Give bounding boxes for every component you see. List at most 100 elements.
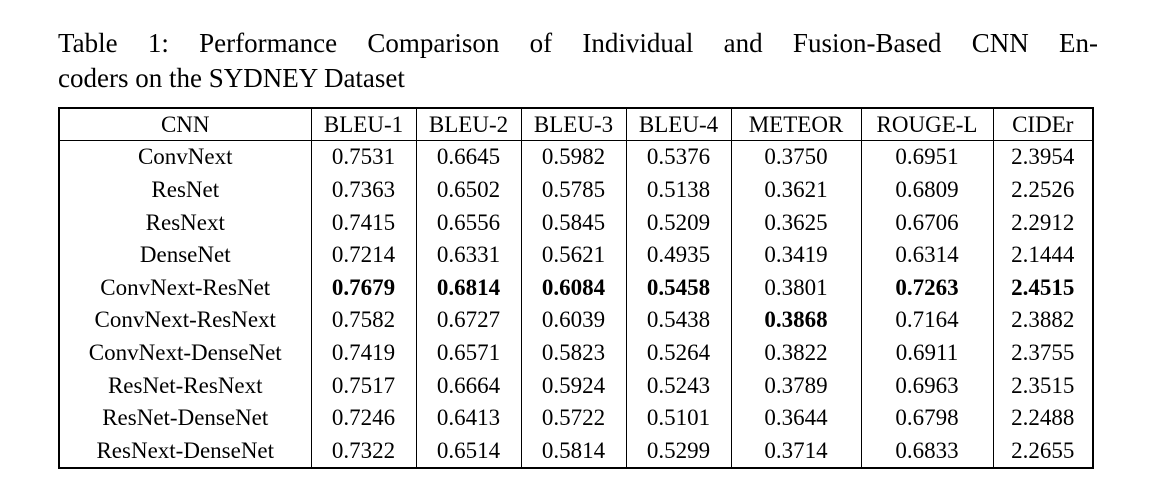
metric-cell: 0.5299 [625, 434, 732, 469]
metric-cell: 2.3515 [992, 369, 1094, 402]
row-label: ConvNext-DenseNet [58, 336, 312, 370]
table-row: ResNext 0.7415 0.6556 0.5845 0.5209 0.3625 0.6… [58, 206, 1094, 239]
column-header: CNN [58, 108, 312, 141]
table-row: ResNet-ResNext 0.7517 0.6664 0.5924 0.5243 0.… [58, 369, 1094, 402]
paper-page: Table 1: Performance Comparison of Indiv… [58, 26, 1098, 470]
metric-cell: 0.3644 [730, 401, 862, 435]
metric-cell: 0.5376 [625, 140, 732, 174]
metric-cell: 0.7322 [310, 434, 417, 469]
row-label: DenseNet [58, 238, 312, 272]
metric-cell: 0.7415 [310, 206, 417, 239]
metric-cell: 0.5845 [520, 206, 627, 239]
metric-cell: 0.3419 [730, 238, 862, 272]
column-header: BLEU-2 [415, 108, 522, 141]
table-row: ResNet 0.7363 0.6502 0.5785 0.5138 0.3621 0.68… [58, 173, 1094, 207]
table-caption: Table 1: Performance Comparison of Indiv… [58, 26, 1098, 95]
column-header: BLEU-1 [310, 108, 417, 141]
metric-cell: 0.5101 [625, 401, 732, 435]
metric-cell: 0.5785 [520, 173, 627, 207]
metric-cell: 0.7246 [310, 401, 417, 435]
metric-cell: 0.5814 [520, 434, 627, 469]
metric-cell: 0.6331 [415, 238, 522, 272]
metric-cell: 0.3868 [730, 304, 862, 337]
metric-cell: 0.7679 [310, 271, 417, 305]
metric-cell: 0.6514 [415, 434, 522, 469]
metric-cell: 0.4935 [625, 238, 732, 272]
caption-line-1: Table 1: Performance Comparison of Indiv… [58, 28, 1098, 58]
table-row: ConvNext-DenseNet 0.7419 0.6571 0.5823 0.526… [58, 336, 1094, 370]
metric-cell: 0.3621 [730, 173, 862, 207]
metric-cell: 2.3954 [992, 140, 1094, 174]
metric-cell: 0.6314 [860, 238, 994, 272]
metric-cell: 0.6413 [415, 401, 522, 435]
metric-cell: 0.7419 [310, 336, 417, 370]
metric-cell: 0.5924 [520, 369, 627, 402]
metric-cell: 2.4515 [992, 271, 1094, 305]
row-label: ConvNext-ResNet [58, 271, 312, 305]
table-row: ConvNext-ResNet 0.7679 0.6814 0.6084 0.5458 0… [58, 271, 1094, 305]
metric-cell: 0.3625 [730, 206, 862, 239]
metric-cell: 2.3755 [992, 336, 1094, 370]
row-label: ResNet [58, 173, 312, 207]
table-row: ResNext-DenseNet 0.7322 0.6514 0.5814 0.5299… [58, 434, 1094, 469]
column-header: CIDEr [992, 108, 1094, 141]
metric-cell: 0.5243 [625, 369, 732, 402]
metric-cell: 0.7164 [860, 304, 994, 337]
metric-cell: 0.5621 [520, 238, 627, 272]
caption-line-2: coders on the SYDNEY Dataset [58, 62, 405, 93]
metric-cell: 0.6664 [415, 369, 522, 402]
metric-cell: 0.7263 [860, 271, 994, 305]
metric-cell: 0.6039 [520, 304, 627, 337]
metric-cell: 0.6911 [860, 336, 994, 370]
metric-cell: 0.3822 [730, 336, 862, 370]
results-table: CNN BLEU-1 BLEU-2 BLEU-3 BLEU-4 METEOR ROUGE-L… [58, 107, 1094, 470]
table-row: ResNet-DenseNet 0.7246 0.6413 0.5722 0.5101 0… [58, 401, 1094, 435]
metric-cell: 0.6556 [415, 206, 522, 239]
column-header: METEOR [730, 108, 862, 141]
metric-cell: 0.6833 [860, 434, 994, 469]
metric-cell: 0.6727 [415, 304, 522, 337]
column-header: ROUGE-L [860, 108, 994, 141]
metric-cell: 0.6706 [860, 206, 994, 239]
metric-cell: 0.3714 [730, 434, 862, 469]
metric-cell: 0.5264 [625, 336, 732, 370]
table-row: ConvNext 0.7531 0.6645 0.5982 0.5376 0.3750 0.… [58, 140, 1094, 174]
metric-cell: 0.5722 [520, 401, 627, 435]
metric-cell: 0.6814 [415, 271, 522, 305]
metric-cell: 2.2912 [992, 206, 1094, 239]
metric-cell: 0.5138 [625, 173, 732, 207]
metric-cell: 0.6084 [520, 271, 627, 305]
metric-cell: 2.3882 [992, 304, 1094, 337]
row-label: ResNext-DenseNet [58, 434, 312, 469]
metric-cell: 0.5458 [625, 271, 732, 305]
metric-cell: 0.6963 [860, 369, 994, 402]
metric-cell: 2.1444 [992, 238, 1094, 272]
metric-cell: 0.5438 [625, 304, 732, 337]
metric-cell: 0.7363 [310, 173, 417, 207]
metric-cell: 0.3789 [730, 369, 862, 402]
metric-cell: 0.3801 [730, 271, 862, 305]
row-label: ResNet-DenseNet [58, 401, 312, 435]
table-row: ConvNext-ResNext 0.7582 0.6727 0.6039 0.5438… [58, 304, 1094, 337]
row-label: ConvNext [58, 140, 312, 174]
metric-cell: 0.5209 [625, 206, 732, 239]
column-header: BLEU-3 [520, 108, 627, 141]
metric-cell: 0.3750 [730, 140, 862, 174]
metric-cell: 0.6809 [860, 173, 994, 207]
row-label: ConvNext-ResNext [58, 304, 312, 337]
metric-cell: 0.7582 [310, 304, 417, 337]
metric-cell: 0.6502 [415, 173, 522, 207]
metric-cell: 0.7531 [310, 140, 417, 174]
metric-cell: 2.2526 [992, 173, 1094, 207]
metric-cell: 0.6951 [860, 140, 994, 174]
metric-cell: 2.2655 [992, 434, 1094, 469]
metric-cell: 0.6798 [860, 401, 994, 435]
metric-cell: 0.6571 [415, 336, 522, 370]
metric-cell: 0.7214 [310, 238, 417, 272]
metric-cell: 2.2488 [992, 401, 1094, 435]
metric-cell: 0.6645 [415, 140, 522, 174]
column-header: BLEU-4 [625, 108, 732, 141]
metric-cell: 0.5982 [520, 140, 627, 174]
table-body: ConvNext 0.7531 0.6645 0.5982 0.5376 0.3750 0.… [58, 140, 1094, 469]
row-label: ResNet-ResNext [58, 369, 312, 402]
